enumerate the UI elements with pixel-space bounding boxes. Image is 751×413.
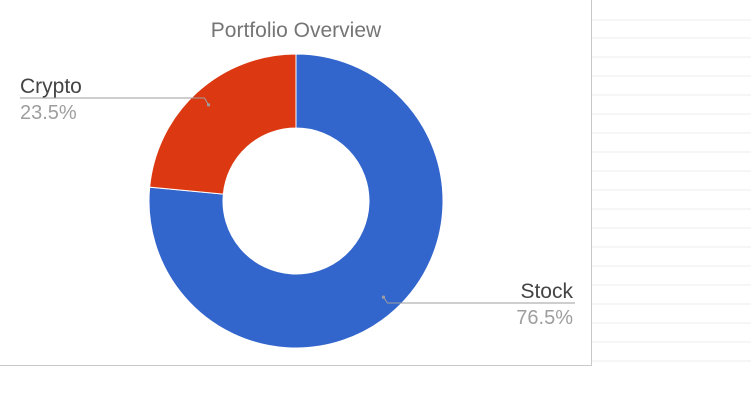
leader-line-stock xyxy=(383,296,575,304)
chart-frame xyxy=(0,0,592,366)
leader-line-crypto xyxy=(20,97,209,106)
donut-chart: Portfolio Overview Stock 76.5% Crypto 23.5% xyxy=(20,19,575,349)
label-percent-crypto: 23.5% xyxy=(20,102,77,124)
chart-title: Portfolio Overview xyxy=(211,19,382,42)
label-name-crypto: Crypto xyxy=(20,75,82,98)
label-name-stock: Stock xyxy=(520,280,573,303)
slice-stock[interactable] xyxy=(148,53,444,349)
slice-crypto[interactable] xyxy=(149,53,297,195)
slices-group xyxy=(148,53,444,349)
label-percent-stock: 76.5% xyxy=(516,307,573,329)
labels-group: Stock 76.5% Crypto 23.5% xyxy=(20,75,575,329)
